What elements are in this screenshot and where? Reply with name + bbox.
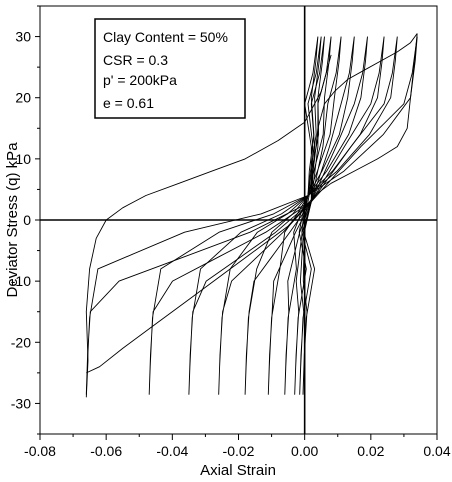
y-axis-title: Deviator Stress (q) kPa bbox=[4, 142, 21, 298]
x-tick-label: -0.04 bbox=[156, 443, 188, 459]
x-tick-label: 0.04 bbox=[423, 443, 450, 459]
hysteresis-loop-2 bbox=[148, 36, 398, 395]
series-line-2 bbox=[86, 33, 418, 374]
hysteresis-loop-4 bbox=[218, 36, 368, 395]
legend: Clay Content = 50% CSR = 0.3 p' = 200kPa… bbox=[94, 18, 246, 119]
legend-void-ratio: e = 0.61 bbox=[103, 95, 154, 111]
x-tick-label: -0.08 bbox=[24, 443, 56, 459]
legend-box bbox=[94, 18, 246, 119]
x-axis-title: Axial Strain bbox=[200, 462, 276, 479]
y-tick-label: 20 bbox=[15, 90, 31, 106]
hysteresis-loop-6 bbox=[267, 36, 342, 395]
x-tick-label: -0.02 bbox=[223, 443, 255, 459]
tick-layer: -0.08 -0.06 -0.04 -0.02 0.00 0.02 0.04 -30 -20 -1… bbox=[11, 5, 451, 459]
y-tick-label: -10 bbox=[11, 273, 31, 289]
legend-confining-pressure: p' = 200kPa bbox=[103, 72, 177, 88]
y-tick-label: -20 bbox=[11, 334, 31, 350]
hysteresis-loop-10 bbox=[302, 36, 319, 395]
x-tick-label: -0.06 bbox=[90, 443, 122, 459]
y-tick-label: 10 bbox=[15, 151, 31, 167]
hysteresis-loop-7 bbox=[284, 36, 332, 395]
legend-csr: CSR = 0.3 bbox=[103, 52, 168, 68]
series-line-3 bbox=[85, 54, 332, 398]
y-tick-label: -30 bbox=[11, 395, 31, 411]
y-tick-label: 30 bbox=[15, 29, 31, 45]
curve-layer bbox=[85, 33, 418, 398]
y-tick-label: 0 bbox=[23, 212, 31, 228]
hysteresis-loop-3 bbox=[188, 36, 385, 395]
hysteresis-loop-5 bbox=[244, 36, 355, 395]
series-line-1 bbox=[304, 33, 418, 221]
zero-lines bbox=[40, 6, 437, 434]
legend-clay-content: Clay Content = 50% bbox=[103, 29, 228, 45]
x-tick-label: 0.02 bbox=[357, 443, 384, 459]
x-tick-label: 0.00 bbox=[291, 443, 318, 459]
